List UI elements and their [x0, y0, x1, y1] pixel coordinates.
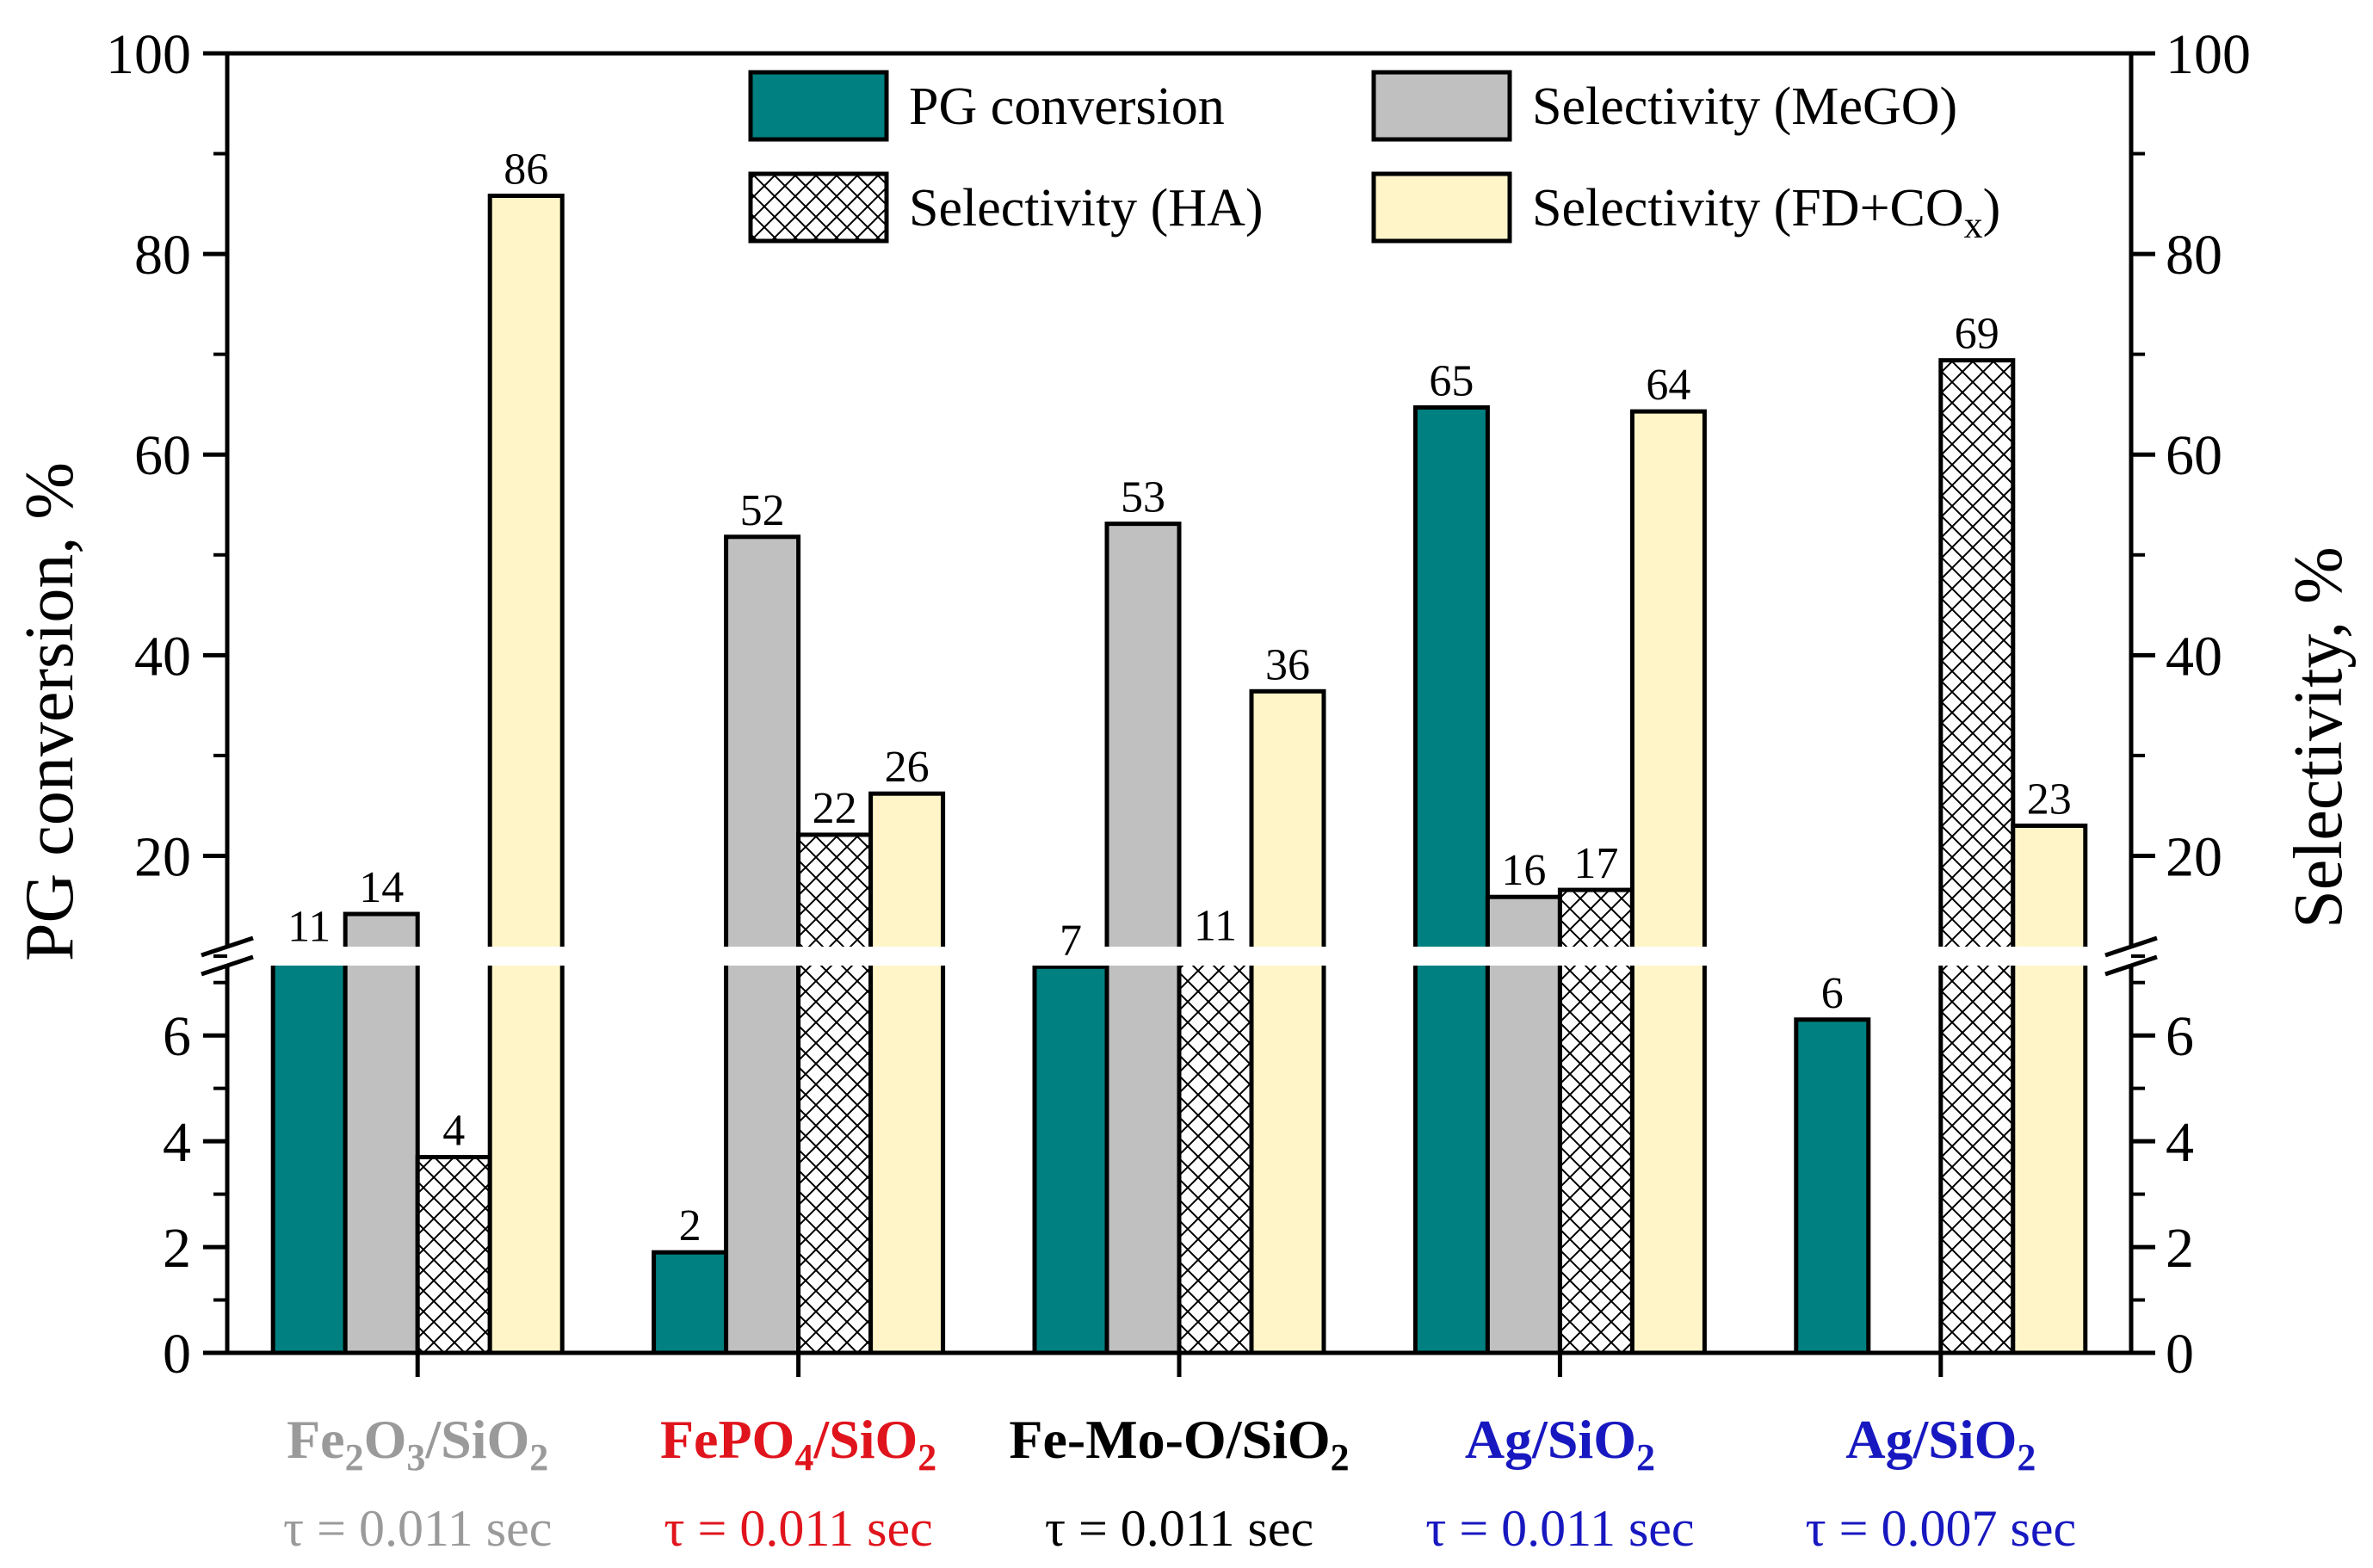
data-label-fd-4: 64: [1646, 361, 1690, 410]
data-label-ha-5: 69: [1955, 310, 1999, 359]
category-labels: Fe2O3/SiO2 τ = 0.011 sec FePO4/SiO2 τ = 0.0…: [283, 1409, 2076, 1557]
axis-break-gap: [176, 947, 2183, 966]
category-label-2: FePO4/SiO2: [660, 1409, 936, 1478]
axis-break-mark: [2104, 935, 2158, 958]
right-tick-label-0: 0: [2166, 1323, 2194, 1386]
bar-mego-1: [343, 911, 420, 1355]
category-label-5: Ag/SiO2: [1845, 1409, 2036, 1478]
right-tick-label-20: 20: [2166, 825, 2222, 888]
data-label-fd-5: 23: [2027, 775, 2072, 824]
left-tick-label-0: 0: [163, 1323, 191, 1386]
legend-swatch-pg: [748, 70, 889, 142]
data-label-pg-5: 6: [1821, 969, 1844, 1018]
right-tick-label-60: 60: [2166, 424, 2222, 487]
category-label-4: Ag/SiO2: [1465, 1409, 1655, 1478]
data-label-ha-4: 17: [1573, 839, 1618, 888]
y-axis-title-right: Selectivity, %: [2281, 546, 2357, 929]
legend-swatch-fd: [1371, 171, 1512, 244]
legend-label-ha: Selectivity (HA): [909, 179, 1264, 238]
bar-ha-5: [1938, 358, 2016, 1355]
bar-pg-4: [1412, 404, 1490, 1355]
category-tau-5: τ = 0.007 sec: [1806, 1500, 2077, 1557]
right-tick-label-6: 6: [2166, 1005, 2194, 1068]
y-axis-title-left: PG conversion, %: [12, 462, 88, 961]
category-tau-4: τ = 0.011 sec: [1425, 1500, 1694, 1557]
bar-fd-1: [487, 194, 565, 1355]
left-tick-label-6: 6: [163, 1005, 191, 1068]
bar-fd-5: [2011, 823, 2088, 1355]
category-tau-1: τ = 0.011 sec: [283, 1500, 552, 1557]
right-tick-label-100: 100: [2166, 23, 2251, 86]
data-label-fd-2: 26: [885, 743, 930, 792]
data-label-mego-3: 53: [1121, 473, 1165, 522]
bar-pg-3: [1032, 964, 1109, 1355]
data-label-mego-2: 52: [740, 486, 785, 535]
data-labels-layer: 11 2 7 65 6 14 52 53 16 4 22 11 17 69 86 26 36 64 23: [287, 145, 2072, 1251]
left-tick-label-4: 4: [163, 1111, 191, 1174]
data-label-ha-1: 4: [442, 1107, 465, 1156]
bar-ha-1: [415, 1155, 492, 1355]
bar-mego-2: [724, 534, 801, 1355]
axis-break-mark: [201, 935, 254, 958]
data-label-pg-2: 2: [679, 1201, 701, 1250]
left-tick-label-2: 2: [163, 1217, 191, 1280]
bar-ha-2: [796, 832, 874, 1355]
category-label-3: Fe-Mo-O/SiO2: [1009, 1409, 1349, 1478]
category-label-1: Fe2O3/SiO2: [287, 1409, 548, 1478]
legend: PG conversion Selectivity (MeGO) Selectivi…: [748, 70, 2000, 246]
bar-fd-2: [868, 791, 946, 1355]
bar-mego-3: [1104, 522, 1182, 1355]
data-label-pg-1: 11: [287, 903, 331, 952]
right-tick-label-40: 40: [2166, 625, 2222, 688]
left-tick-label-100: 100: [106, 23, 191, 86]
bar-mego-4: [1485, 894, 1562, 1355]
legend-label-pg: PG conversion: [909, 77, 1225, 136]
bar-ha-3: [1177, 949, 1254, 1355]
data-label-fd-1: 86: [504, 145, 548, 194]
legend-label-mego: Selectivity (MeGO): [1532, 77, 1957, 136]
data-label-mego-1: 14: [359, 863, 404, 912]
bar-pg-1: [270, 951, 348, 1355]
right-tick-label-80: 80: [2166, 224, 2222, 287]
legend-swatch-ha: [748, 171, 889, 244]
data-label-pg-3: 7: [1060, 916, 1082, 965]
category-tau-3: τ = 0.011 sec: [1045, 1500, 1313, 1557]
bar-pg-5: [1794, 1017, 1871, 1355]
bars-layer: [176, 194, 2183, 1355]
data-label-fd-3: 36: [1265, 640, 1310, 689]
data-label-pg-4: 65: [1429, 356, 1474, 405]
bar-pg-2: [652, 1250, 729, 1355]
right-tick-label-2: 2: [2166, 1217, 2194, 1280]
data-label-mego-4: 16: [1501, 846, 1546, 895]
data-label-ha-3: 11: [1194, 901, 1237, 950]
right-tick-label-4: 4: [2166, 1111, 2194, 1174]
left-tick-label-80: 80: [134, 224, 191, 287]
left-tick-label-60: 60: [134, 424, 191, 487]
legend-swatch-mego: [1371, 70, 1512, 142]
left-tick-label-20: 20: [134, 825, 191, 888]
legend-label-fd: Selectivity (FD+COx): [1532, 179, 2000, 246]
left-tick-label-40: 40: [134, 625, 191, 688]
data-label-ha-2: 22: [813, 784, 857, 833]
axis-break-mark: [2104, 954, 2158, 977]
bar-fd-4: [1629, 409, 1707, 1355]
category-tau-2: τ = 0.011 sec: [664, 1500, 932, 1557]
axis-break-mark: [201, 954, 254, 977]
bar-fd-3: [1249, 688, 1326, 1355]
